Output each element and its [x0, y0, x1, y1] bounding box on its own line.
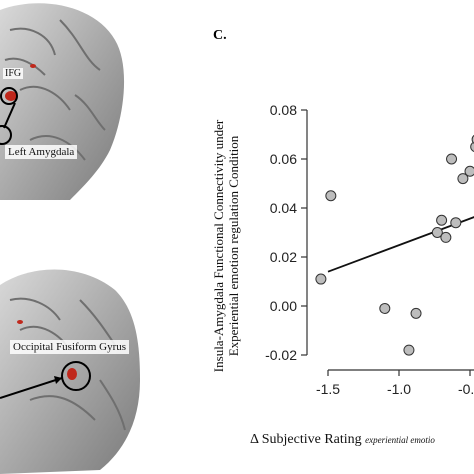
data-point — [410, 307, 422, 319]
data-point — [470, 141, 474, 152]
y-tick-label: 0.00 — [270, 298, 297, 314]
y-tick-label: -0.02 — [265, 347, 297, 363]
fusiform-activation — [67, 368, 77, 380]
points-layer — [315, 134, 474, 356]
x-axis-label: Δ Subjective Rating experiential emotio — [250, 432, 435, 448]
fusiform-circle — [61, 361, 91, 391]
data-point — [457, 173, 469, 185]
data-point — [403, 344, 415, 356]
ifg-label: IFG — [3, 68, 24, 79]
x-axis-label-sub: experiential emotio — [365, 435, 435, 445]
regression-line — [327, 216, 474, 273]
y-tick-label: 0.06 — [270, 151, 297, 167]
data-point — [325, 190, 337, 202]
x-tick-label: -1.0 — [387, 381, 411, 397]
regression-layer — [327, 216, 474, 273]
brain-bottom — [0, 269, 140, 474]
amygdala-circle — [0, 125, 12, 145]
occipital-fusiform-label: Occipital Fusiform Gyrus — [10, 340, 130, 354]
left-amygdala-label: Left Amygdala — [5, 145, 78, 159]
x-axis-label-main: Δ Subjective Rating — [250, 432, 362, 447]
ifg-activation — [5, 91, 17, 101]
x-tick-label: -0.5 — [458, 381, 474, 397]
data-point — [450, 217, 462, 229]
x-tick-label: -1.5 — [316, 381, 340, 397]
data-point — [436, 214, 448, 226]
y-tick-label: 0.04 — [270, 200, 297, 216]
data-point — [431, 227, 443, 238]
ifg-circle — [0, 87, 18, 105]
data-point — [440, 231, 452, 243]
data-point — [446, 153, 458, 165]
y-tick-label: 0.08 — [270, 102, 297, 118]
data-point — [315, 273, 327, 285]
panel-letter: C. — [213, 28, 227, 43]
data-point — [379, 302, 391, 314]
y-tick-label: 0.02 — [270, 249, 297, 265]
data-point — [464, 165, 474, 177]
axes: -0.02 0.00 0.02 0.04 0.06 0.08 -1.5 -1.0 -0.5 — [265, 102, 474, 397]
